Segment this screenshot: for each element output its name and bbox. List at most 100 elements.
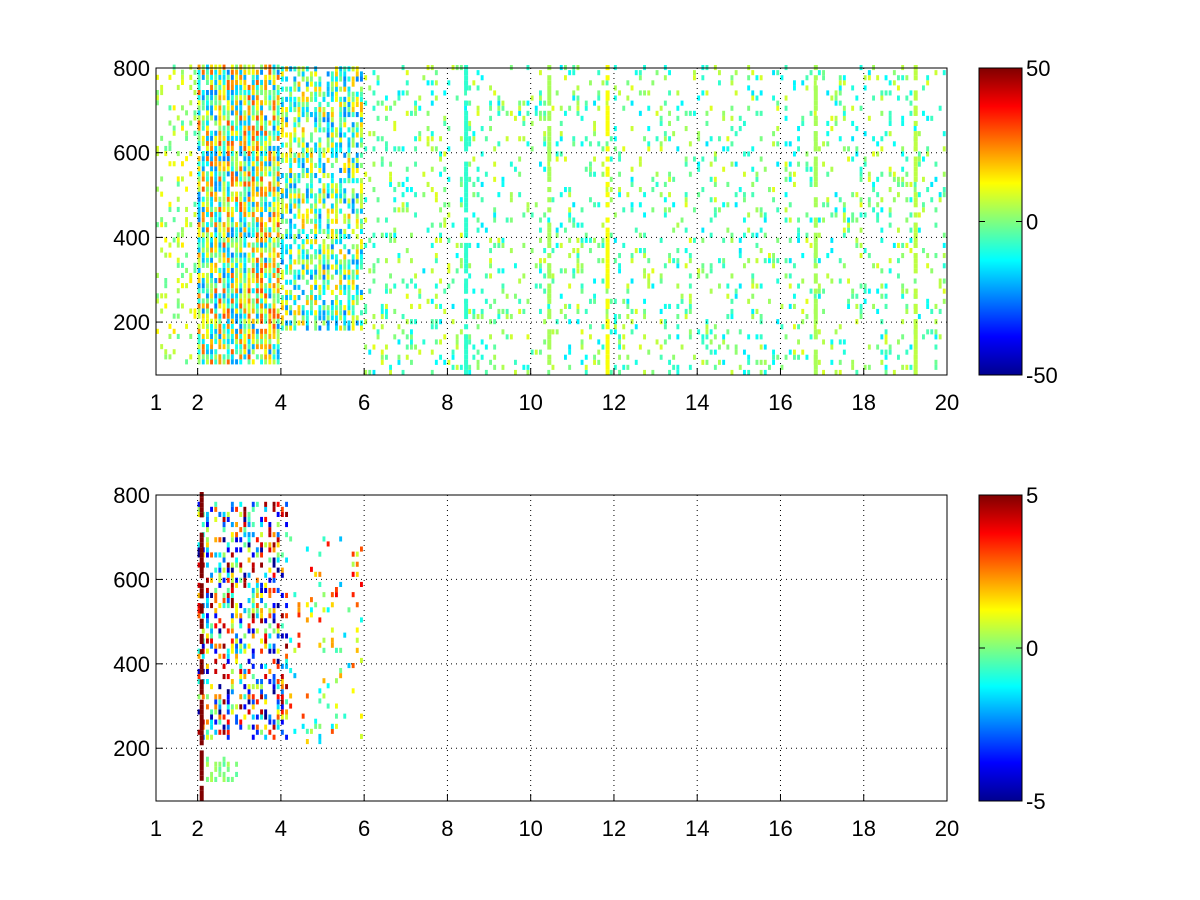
heatmap-stripe-cell (547, 339, 552, 345)
heatmap-cell (684, 263, 688, 269)
heatmap-cell (326, 218, 330, 224)
heatmap-cell (326, 244, 330, 250)
heatmap-cell (214, 232, 218, 238)
heatmap-cell (693, 110, 696, 116)
heatmap-cell (222, 64, 226, 70)
heatmap-cell (235, 181, 238, 187)
heatmap-cell (468, 273, 472, 279)
heatmap-cell (668, 70, 671, 76)
heatmap-cell (942, 253, 946, 259)
heatmap-cell (222, 267, 226, 273)
heatmap-cell (663, 319, 667, 325)
heatmap-cell (251, 105, 255, 111)
heatmap-cell (842, 202, 846, 208)
heatmap-cell (276, 709, 280, 715)
heatmap-cell (164, 237, 168, 243)
heatmap-cell (726, 344, 730, 350)
heatmap-cell (501, 237, 505, 243)
heatmap-cell (572, 141, 576, 147)
heatmap-cell (218, 618, 222, 624)
heatmap-cell (855, 293, 859, 299)
heatmap-cell (434, 237, 438, 243)
heatmap-cell (343, 188, 347, 194)
heatmap-cell (339, 193, 343, 199)
heatmap-cell (834, 120, 838, 126)
heatmap-cell (576, 95, 580, 101)
heatmap-cell (201, 262, 205, 268)
heatmap-cell (280, 325, 284, 331)
heatmap-stripe-cell (464, 171, 469, 177)
heatmap-cell (193, 201, 197, 207)
heatmap-cell (322, 647, 326, 653)
heatmap-cell (480, 75, 484, 81)
heatmap-cell (185, 135, 188, 141)
heatmap-stripe-cell (913, 288, 918, 294)
heatmap-cell (255, 222, 259, 228)
heatmap-cell (239, 344, 243, 350)
heatmap-cell (851, 364, 855, 370)
heatmap-cell (459, 197, 463, 203)
heatmap-cell (443, 151, 447, 157)
heatmap-cell (305, 101, 309, 107)
heatmap-cell (318, 162, 322, 168)
heatmap-cell (830, 166, 834, 172)
heatmap-cell (293, 320, 297, 326)
heatmap-cell (222, 293, 226, 299)
heatmap-cell (239, 151, 243, 157)
heatmap-cell (201, 156, 205, 162)
heatmap-cell (360, 228, 363, 234)
heatmap-cell (688, 273, 692, 279)
heatmap-stripe-cell (813, 364, 818, 370)
heatmap-cell (468, 308, 472, 314)
heatmap-cell (243, 79, 247, 85)
heatmap-cell (676, 248, 680, 254)
heatmap-cell (172, 105, 176, 111)
heatmap-cell (314, 249, 318, 255)
heatmap-stripe-cell (199, 735, 204, 741)
heatmap-cell (605, 80, 609, 86)
heatmap-cell (851, 156, 855, 162)
heatmap-cell (414, 105, 417, 111)
heatmap-cell (339, 76, 343, 82)
heatmap-cell (360, 244, 363, 250)
heatmap-cell (355, 218, 359, 224)
heatmap-cell (222, 729, 226, 735)
heatmap-cell (901, 364, 905, 370)
heatmap-cell (360, 218, 363, 224)
heatmap-cell (534, 105, 538, 111)
heatmap-cell (264, 166, 268, 172)
heatmap-cell (434, 283, 438, 289)
heatmap-cell (722, 166, 726, 172)
heatmap-stripe-cell (913, 293, 918, 299)
heatmap-cell (230, 176, 234, 182)
heatmap-cell (260, 272, 263, 278)
heatmap-cell (593, 354, 596, 360)
heatmap-stripe-cell (813, 181, 818, 187)
heatmap-cell (855, 151, 859, 157)
x-tick-label: 4 (275, 390, 287, 415)
heatmap-cell (210, 771, 213, 777)
heatmap-cell (747, 227, 751, 233)
heatmap-cell (310, 208, 313, 214)
heatmap-cell (276, 74, 280, 80)
heatmap-cell (376, 100, 380, 106)
heatmap-cell (206, 222, 209, 228)
heatmap-stripe-cell (199, 709, 204, 715)
heatmap-cell (251, 674, 255, 680)
heatmap-cell (289, 193, 293, 199)
heatmap-cell (872, 303, 875, 309)
heatmap-cell (347, 96, 351, 102)
heatmap-stripe-cell (913, 141, 918, 147)
heatmap-cell (360, 249, 363, 255)
heatmap-cell (697, 273, 701, 279)
heatmap-cell (264, 120, 268, 126)
heatmap-cell (892, 242, 896, 248)
heatmap-cell (688, 308, 692, 314)
heatmap-cell (272, 359, 276, 365)
heatmap-cell (260, 242, 263, 248)
heatmap-cell (222, 643, 226, 649)
heatmap-cell (272, 328, 276, 334)
bottom-axes-frame (155, 494, 948, 802)
